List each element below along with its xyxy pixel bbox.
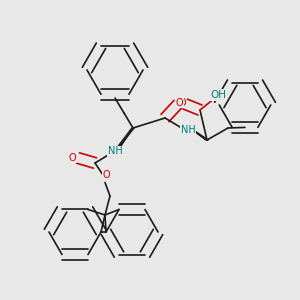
Text: O: O xyxy=(103,170,110,180)
Text: NH: NH xyxy=(108,146,122,157)
Text: NH: NH xyxy=(181,125,195,135)
Text: O: O xyxy=(179,98,186,107)
Text: O: O xyxy=(176,98,183,107)
Text: O: O xyxy=(69,153,76,163)
Text: OH: OH xyxy=(211,90,226,100)
